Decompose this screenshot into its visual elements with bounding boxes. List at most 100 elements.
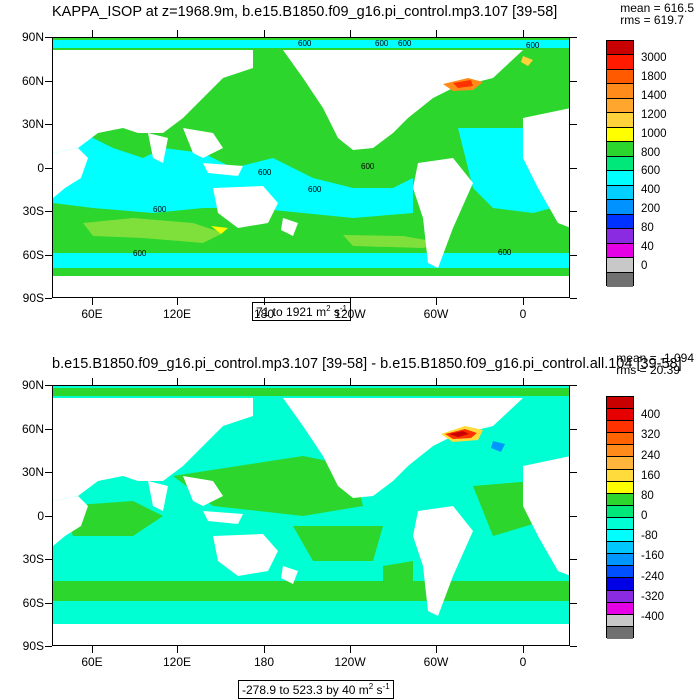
colorbar-cell xyxy=(607,41,633,56)
lat-tick xyxy=(570,80,577,82)
colorbar-cell xyxy=(607,554,633,567)
map-svg-top: 600 600 600 600 600 600 600 600 600 600 xyxy=(53,38,569,297)
range-units-tail: s xyxy=(373,683,383,697)
colorbar-cell xyxy=(607,272,633,287)
lat-tick-label: 90N xyxy=(21,378,44,392)
lat-tick-label: 90S xyxy=(22,291,44,305)
lon-tick xyxy=(264,646,265,653)
lon-tick xyxy=(264,298,265,305)
colorbar-cell xyxy=(607,590,633,603)
colorbar-label: 80 xyxy=(641,489,654,502)
cyan-southern xyxy=(53,253,569,268)
lon-tick xyxy=(177,30,178,37)
lon-tick-label: 120W xyxy=(334,655,366,669)
contour-label: 600 xyxy=(133,249,147,258)
map-plot-top: 600 600 600 600 600 600 600 600 600 600 xyxy=(52,37,570,298)
lat-tick xyxy=(45,472,52,473)
stats-block: mean = -1.094 rms = 20.39 xyxy=(616,352,694,376)
map-svg-bottom xyxy=(53,386,569,645)
lon-tick xyxy=(523,298,524,305)
colorbar-cell xyxy=(607,55,633,70)
anomaly-labrador-core xyxy=(449,431,469,437)
lat-tick xyxy=(570,385,577,386)
colorbar-top xyxy=(606,40,634,287)
rms-stat: rms = 20.39 xyxy=(616,363,680,377)
lon-tick xyxy=(436,646,437,653)
contour-label: 600 xyxy=(298,39,312,48)
lon-tick-label: 60E xyxy=(81,655,103,669)
lat-tick xyxy=(45,428,52,430)
lat-tick xyxy=(45,298,52,299)
colorbar-cell xyxy=(607,243,633,259)
lon-tick xyxy=(177,646,178,653)
range-units: m xyxy=(316,305,327,319)
colorbar-cell xyxy=(607,578,633,591)
range-text: -278.9 to 523.3 by 40 xyxy=(242,683,356,697)
lat-tick-label: 90S xyxy=(22,639,44,653)
stats-block: mean = 616.5 rms = 619.7 xyxy=(620,2,694,26)
colorbar-label: 80 xyxy=(641,222,654,235)
lon-tick-label: 120E xyxy=(162,307,192,321)
colorbar-cell xyxy=(607,517,633,531)
lat-tick xyxy=(45,385,52,386)
lat-tick xyxy=(570,124,577,125)
lat-tick xyxy=(570,472,577,473)
colorbar-cell xyxy=(607,258,633,273)
lon-tick-label: 0 xyxy=(519,307,527,321)
colorbar-cell xyxy=(607,84,633,99)
lon-tick xyxy=(350,378,351,385)
lon-tick xyxy=(92,30,93,37)
lat-tick xyxy=(45,515,52,517)
lat-tick xyxy=(570,428,577,430)
lat-tick xyxy=(45,254,52,256)
colorbar-label: 1200 xyxy=(641,108,667,121)
lat-tick-label: 30N xyxy=(21,465,44,479)
colorbar-bottom xyxy=(606,396,634,639)
lon-tick-label: 60W xyxy=(423,655,449,669)
lat-tick xyxy=(570,515,577,517)
lon-tick xyxy=(92,298,93,305)
lon-tick xyxy=(350,646,351,653)
lat-tick-label: 30S xyxy=(22,552,44,566)
colorbar-label: 320 xyxy=(641,429,661,442)
lat-tick xyxy=(45,167,52,169)
lon-tick-label: 60E xyxy=(81,307,103,321)
contour-label: 600 xyxy=(308,185,322,194)
lat-tick xyxy=(45,602,52,604)
range-units-exp2: -1 xyxy=(382,682,390,691)
lon-tick xyxy=(92,646,93,653)
lat-tick-label: 60N xyxy=(21,421,44,436)
map-plot-bottom xyxy=(52,385,570,646)
range-box-top: 71 to 1921 m2 s-1 xyxy=(252,302,351,321)
lon-tick-label: 120W xyxy=(334,307,366,321)
colorbar-cell xyxy=(607,493,633,506)
colorbar-label: 240 xyxy=(641,449,661,462)
colorbar-cell xyxy=(607,127,633,143)
colorbar-label: 160 xyxy=(641,469,661,482)
lat-tick xyxy=(570,37,577,38)
colorbar-label: 40 xyxy=(641,241,654,254)
colorbar-cell xyxy=(607,602,633,615)
colorbar-cell xyxy=(607,409,633,422)
lon-tick xyxy=(177,378,178,385)
colorbar-label: 1400 xyxy=(641,89,667,102)
contour-label: 600 xyxy=(375,39,389,48)
lon-tick xyxy=(264,30,265,37)
colorbar-cell xyxy=(607,69,633,85)
colorbar-label: 200 xyxy=(641,203,661,216)
colorbar-label: 0 xyxy=(641,260,648,273)
lon-tick xyxy=(264,378,265,385)
lat-tick xyxy=(570,602,577,604)
lon-tick-label: 60W xyxy=(423,307,449,321)
contour-label: 600 xyxy=(526,41,540,50)
colorbar-label: 3000 xyxy=(641,51,667,64)
colorbar-cell xyxy=(607,214,633,230)
contour-labels: 600 600 600 600 600 600 600 600 600 600 xyxy=(133,39,540,258)
panel-title: KAPPA_ISOP at z=1968.9m, b.e15.B1850.f09… xyxy=(52,4,558,20)
colorbar-cell xyxy=(607,542,633,555)
contour-label: 600 xyxy=(498,248,512,257)
lon-tick xyxy=(350,298,351,305)
colorbar-label: 400 xyxy=(641,184,661,197)
colorbar-label: 600 xyxy=(641,165,661,178)
contour-label: 600 xyxy=(361,162,375,171)
